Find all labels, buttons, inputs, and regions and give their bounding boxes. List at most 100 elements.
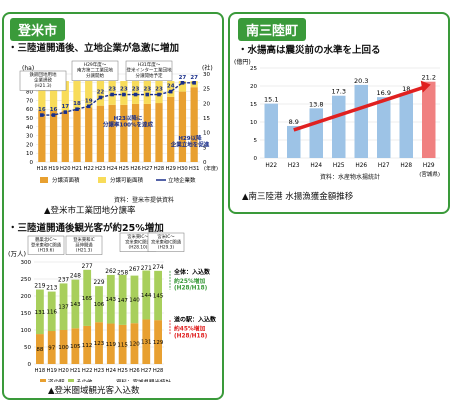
bar-other [47,291,56,332]
x-tick-label: H24 [310,163,322,169]
bar-sold-area [49,110,58,162]
y-tick-label: 10 [26,151,33,157]
x-tick-label: H21 [72,166,83,172]
x-tick-label: H24 [107,166,118,172]
bar-value-label: 88 [36,347,43,353]
bar-available-area [178,81,187,92]
y2-tick-label: 5 [203,145,207,151]
bar-roadside-station [47,331,56,364]
x-tick-label: H26 [355,163,367,169]
catch-bullet: ・水揚高は震災前の水準を上回る [238,45,381,56]
bar-value-label: 116 [46,309,57,315]
bar-catch-value [354,84,368,158]
company-count-point [40,113,44,117]
side-label-detail: 約25%増加(H28/H18) [174,277,208,292]
company-count-point [110,92,114,97]
y-tick-label: 250 [21,277,32,283]
bar-sold-area [178,91,187,162]
company-count-point [180,81,185,85]
bar-value-label: 144 [141,293,152,299]
bar-sold-area [108,104,116,162]
annotation-box [27,235,65,255]
x-tick-label: H23 [94,368,105,374]
tome-tag: 登米市 [10,18,66,41]
industry-bullet: ・三陸道開通後、立地企業が急激に増加 [8,43,180,54]
x-tick-label: H21 [70,368,81,374]
annotation-text: H23以降に分譲率100%を達成 [103,114,153,129]
tourism-caption: ▲登米圏域観光客入込数 [48,386,140,396]
trend-arrow-head [420,80,431,93]
bar-available-area [49,81,58,111]
bar-other [130,275,139,324]
total-label: 271 [141,266,152,272]
x-tick-label: H23 [288,163,300,169]
annotation-text: 登米東和IC 延伸開通(H21.3) [73,236,94,254]
bar-sold-area [38,110,46,162]
bar-value-label: 115 [117,342,128,348]
x-tick-label: H24 [106,368,117,374]
x-tick-label: H28 [153,368,164,374]
bar-other [106,274,115,324]
x-tick-label: H22 [83,166,94,172]
company-count-label: 16 [50,107,58,113]
bar-value-label: 137 [58,305,69,311]
x-tick-label: H18 [37,166,48,172]
y-unit: (億円) [234,58,251,66]
total-label: 267 [129,267,140,273]
bar-value-label: 8.9 [289,118,299,126]
y-tick-label: 25 [250,66,257,72]
legend-label: 分譲済面積 [52,176,80,184]
y-tick-label: 70 [26,98,33,104]
x-tick-label: H25 [117,368,128,374]
bar-roadside-station [154,320,162,364]
total-label: 213 [46,286,57,292]
company-count-point [157,92,161,97]
company-count-label: 27 [179,75,187,81]
y2-tick-label: 20 [203,101,210,107]
bar-sold-area [155,103,163,162]
bar-value-label: 131 [141,340,152,346]
y2-tick-label: 0 [203,160,207,166]
bar-other [118,274,127,325]
tourism-bullet: ・三陸道開通後観光客が約25%増加 [8,223,164,234]
bar-catch-value [422,81,436,158]
y-tick-label: 50 [24,345,31,351]
x-tick-label: H29 [165,166,176,172]
company-count-label: 18 [73,101,81,107]
industry-source: 資料：登米市提供資料 [114,197,175,204]
side-label-title: 道の駅：入込数 [174,316,217,324]
bar-available-area [167,81,175,97]
company-count-point [122,92,126,97]
bar-value-label: 20.3 [354,77,368,85]
bar-other [71,279,80,329]
company-count-label: 22 [97,89,105,95]
legend-label: 立地企業数 [168,176,196,184]
bar-sold-area [85,107,93,162]
side-label-detail: 約45%増加(H28/H18) [174,325,208,340]
x-tick-label: H29 [423,163,435,169]
bar-sold-area [61,110,69,162]
x-tick-label: H20 [60,166,71,172]
company-count-point [168,89,173,94]
minamisanriku-panel: 南三陸町 ・水揚高は震災前の水準を上回る (億円) 0 5 10 15 20 25 15.1 H… [228,12,450,214]
bar-value-label: 165 [82,296,93,302]
x-tick-label: H28 [400,163,412,169]
bar-roadside-station [83,325,92,364]
y-tick-label: 60 [26,107,33,113]
annotation-text: H31年度～登米インター工業団地分譲開始予定 [127,61,172,79]
x-tick-label: H25 [119,166,130,172]
y2-tick-label: 10 [203,131,210,137]
y-tick-label: 200 [21,294,32,300]
x-tick-label: H27 [378,163,390,169]
bar-value-label: 140 [129,297,140,303]
y-tick-label: 300 [21,260,32,266]
x-tick-label: H26 [130,166,141,172]
x-tick-label: H26 [129,368,140,374]
bar-roadside-station [95,322,103,364]
bar-value-label: 129 [153,340,164,346]
bar-other [36,289,44,335]
catch-source: 資料：水産物水揚統計 [320,174,381,181]
total-label: 277 [82,264,93,270]
bar-other [95,286,103,323]
trend-arrow [293,86,424,132]
